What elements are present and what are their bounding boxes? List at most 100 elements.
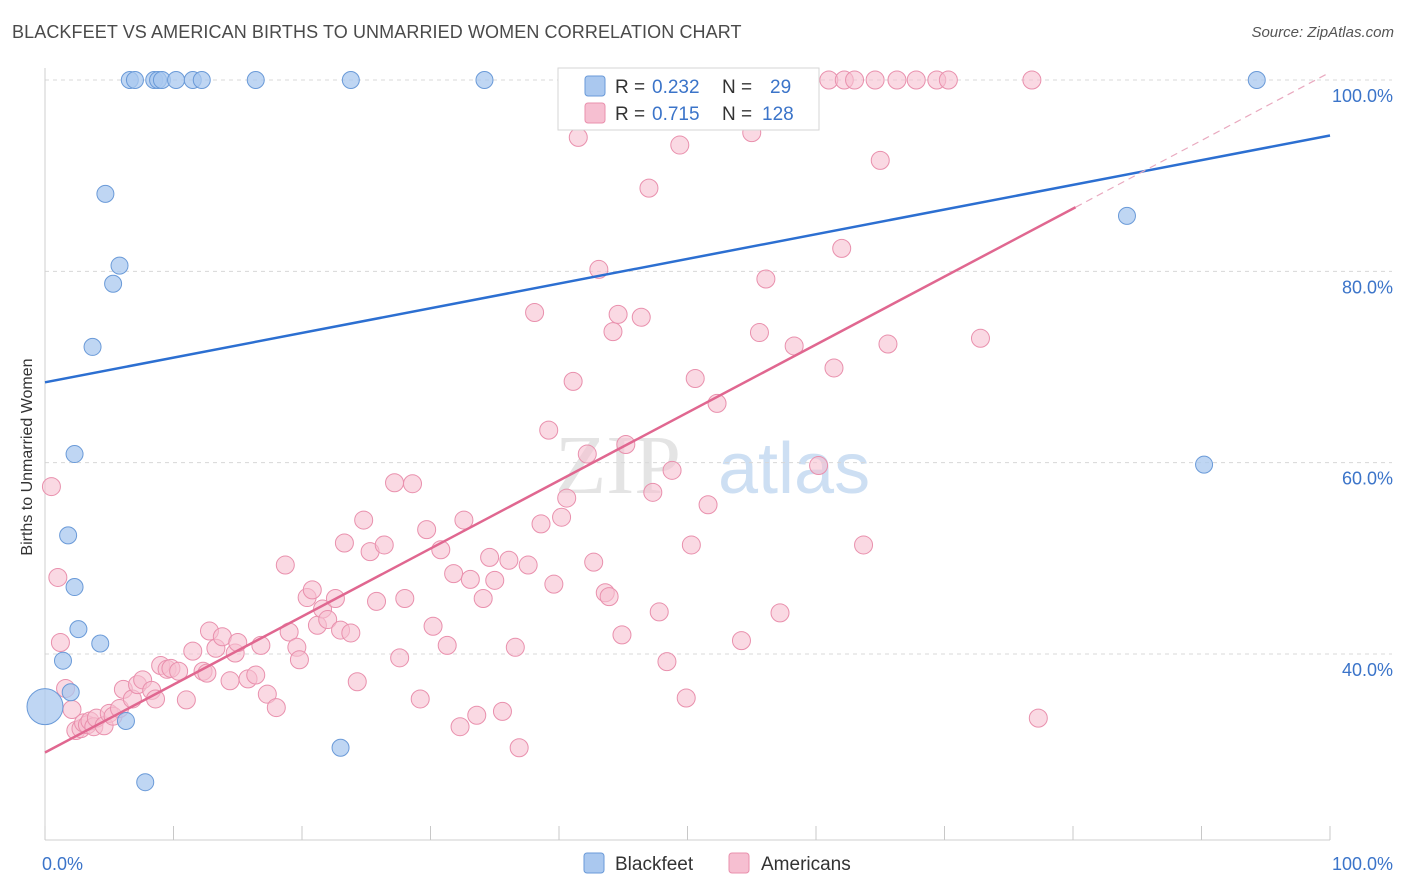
blackfeet-point-26 [1117, 206, 1136, 225]
blackfeet-point-24 [341, 71, 360, 89]
americans-point-99 [639, 178, 659, 198]
americans-point-106 [681, 535, 701, 555]
blackfeet-points [26, 71, 1266, 792]
y-tick-label-40: 40.0% [1342, 660, 1393, 680]
americans-point-35 [228, 633, 248, 653]
blackfeet-point-19 [167, 71, 186, 89]
americans-point-93 [599, 587, 619, 607]
americans-point-103 [662, 460, 682, 480]
blackfeet-point-1 [53, 651, 72, 670]
tick-labels: 40.0% 60.0% 80.0% 100.0% 0.0% 100.0% [42, 86, 1393, 874]
americans-point-113 [749, 323, 769, 343]
legend-swatch-blackfeet [584, 75, 606, 97]
americans-point-128 [906, 70, 926, 90]
americans-point-0 [41, 477, 61, 497]
americans-point-61 [395, 589, 415, 609]
axes [44, 68, 1331, 841]
americans-point-52 [334, 533, 354, 553]
americans-point-111 [731, 631, 751, 651]
blackfeet-point-0 [26, 688, 64, 726]
americans-point-41 [275, 555, 295, 575]
x-tick-label-min: 0.0% [42, 854, 83, 874]
americans-point-58 [374, 535, 394, 555]
blackfeet-point-14 [125, 71, 144, 89]
americans-point-71 [460, 569, 480, 589]
americans-point-131 [970, 328, 990, 348]
legend-n-value-americans: 128 [762, 104, 794, 125]
bottom-legend-swatch-blackfeet [583, 852, 605, 874]
blackfeet-point-8 [91, 634, 110, 653]
blackfeet-point-9 [96, 184, 115, 203]
y-tick-label-100: 100.0% [1332, 86, 1393, 106]
legend-swatch-americans [584, 102, 606, 124]
americans-point-90 [584, 552, 604, 572]
americans-point-65 [423, 616, 443, 636]
americans-point-75 [485, 570, 505, 590]
americans-point-1 [48, 567, 68, 587]
watermark-atlas: atlas [718, 429, 870, 509]
americans-trend-extension [1075, 71, 1331, 208]
americans-point-119 [824, 358, 844, 378]
legend-r-label-blackfeet: R = [615, 77, 645, 98]
blackfeet-point-25 [475, 71, 494, 89]
americans-point-57 [367, 591, 387, 611]
americans-point-95 [608, 304, 628, 324]
blackfeet-point-10 [104, 274, 123, 293]
americans-point-39 [257, 684, 277, 704]
americans-point-86 [557, 488, 577, 508]
legend: R = 0.232 N = 29 R = 0.715 N = 128 [557, 67, 820, 131]
americans-point-124 [865, 70, 885, 90]
americans-point-46 [302, 580, 322, 600]
source-credit: Source: ZipAtlas.com [1251, 24, 1394, 41]
legend-n-label-americans: N = [722, 104, 752, 125]
blackfeet-point-23 [331, 738, 350, 757]
americans-point-77 [499, 550, 519, 570]
americans-point-100 [643, 482, 663, 502]
legend-r-label-americans: R = [615, 104, 645, 125]
americans-point-72 [467, 705, 487, 725]
blackfeet-point-28 [1247, 71, 1266, 89]
americans-point-40 [266, 698, 286, 718]
americans-point-108 [698, 495, 718, 515]
blackfeet-point-7 [83, 337, 102, 356]
bottom-legend-label-americans: Americans [761, 854, 851, 875]
americans-point-125 [870, 150, 890, 170]
bottom-legend: Blackfeet Americans [583, 852, 851, 875]
americans-point-44 [289, 650, 309, 670]
americans-point-60 [390, 648, 410, 668]
bottom-legend-swatch-americans [728, 852, 750, 874]
americans-point-79 [509, 738, 529, 758]
blackfeet-point-5 [65, 445, 84, 464]
blackfeet-point-3 [61, 683, 80, 702]
americans-point-25 [169, 661, 189, 681]
americans-point-76 [492, 701, 512, 721]
americans-point-117 [809, 456, 829, 476]
chart-title: BLACKFEET VS AMERICAN BIRTHS TO UNMARRIE… [12, 22, 742, 42]
bottom-legend-label-blackfeet: Blackfeet [615, 854, 694, 875]
americans-point-87 [563, 371, 583, 391]
americans-point-69 [450, 717, 470, 737]
americans-point-59 [385, 473, 405, 493]
americans-point-27 [183, 641, 203, 661]
blackfeet-point-15 [136, 773, 155, 792]
americans-trend-line [44, 206, 1077, 754]
americans-point-114 [756, 269, 776, 289]
americans-point-98 [631, 307, 651, 327]
americans-point-64 [417, 520, 437, 540]
legend-r-value-americans: 0.715 [652, 104, 700, 125]
americans-point-55 [354, 510, 374, 530]
blackfeet-point-6 [69, 620, 88, 639]
americans-point-132 [1028, 708, 1048, 728]
blackfeet-point-4 [65, 578, 84, 597]
americans-point-126 [878, 334, 898, 354]
blackfeet-point-2 [59, 526, 78, 545]
americans-point-89 [577, 444, 597, 464]
legend-n-label-blackfeet: N = [722, 77, 752, 98]
blackfeet-point-22 [246, 71, 265, 89]
americans-point-37 [246, 665, 266, 685]
y-tick-label-80: 80.0% [1342, 277, 1393, 297]
americans-point-88 [568, 127, 588, 147]
americans-point-78 [505, 637, 525, 657]
americans-point-82 [531, 514, 551, 534]
